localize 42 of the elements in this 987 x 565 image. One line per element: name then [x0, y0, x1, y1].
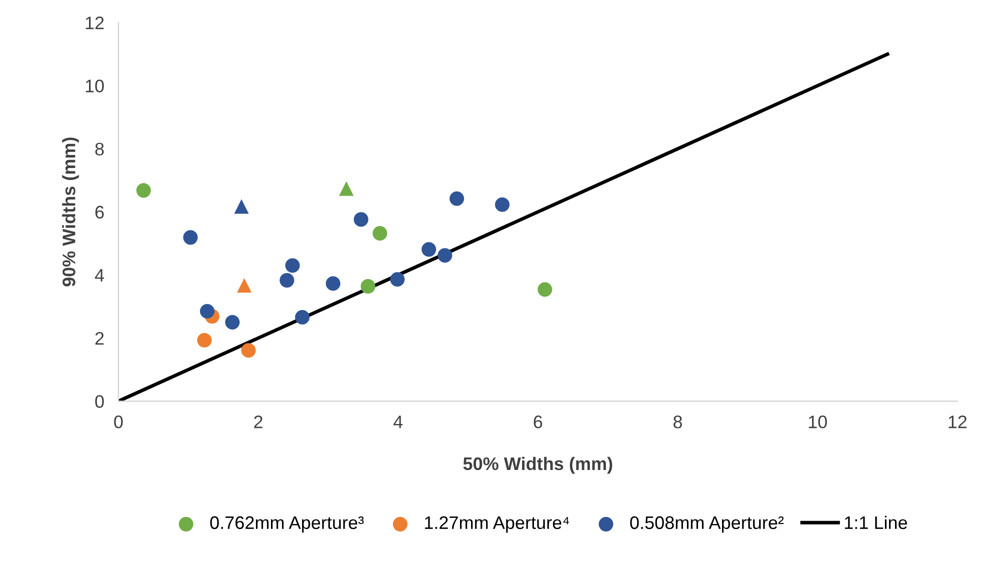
- point: [183, 230, 198, 245]
- point: [390, 272, 405, 287]
- y-tick-label: 8: [95, 142, 104, 156]
- legend-label: 1.27mm Aperture⁴: [425, 516, 569, 533]
- y-tick-label: 12: [86, 16, 104, 30]
- point: [200, 304, 215, 319]
- x-tick-label: 0: [114, 416, 123, 428]
- point: [197, 332, 212, 348]
- point: [450, 191, 464, 206]
- point: [494, 197, 510, 212]
- point: [354, 212, 368, 227]
- point: [538, 282, 552, 297]
- x-tick-label: 6: [534, 416, 542, 428]
- legend-label: 0.508mm Aperture²: [630, 516, 784, 533]
- point: [339, 181, 354, 196]
- y-tick-label: 0: [95, 395, 104, 408]
- point: [295, 310, 310, 325]
- point: [280, 273, 294, 288]
- x-tick-label: 12: [948, 416, 967, 428]
- point: [285, 258, 300, 273]
- point: [237, 278, 252, 293]
- point: [438, 248, 452, 263]
- x-tick-label: 10: [808, 416, 827, 428]
- legend-label: 0.762mm Aperture³: [210, 516, 364, 533]
- x-axis-title: 50% Widths (mm): [463, 456, 612, 474]
- point: [241, 343, 256, 358]
- y-tick-label: 4: [94, 269, 104, 282]
- x-tick-label: 2: [254, 416, 262, 428]
- point: [234, 199, 249, 214]
- x-tick-label: 8: [674, 416, 682, 428]
- point: [225, 315, 240, 330]
- point: [360, 279, 376, 294]
- point: [326, 276, 340, 291]
- y-tick-label: 6: [95, 206, 104, 219]
- y-tick-label: 2: [95, 332, 104, 345]
- y-tick-label: 10: [86, 80, 104, 92]
- y-axis-title: 90% Widths (mm): [62, 138, 79, 286]
- x-tick-label: 4: [393, 416, 403, 428]
- point: [422, 242, 436, 257]
- point: [136, 183, 151, 198]
- legend-label: 1:1 Line: [844, 516, 908, 530]
- point: [372, 226, 388, 241]
